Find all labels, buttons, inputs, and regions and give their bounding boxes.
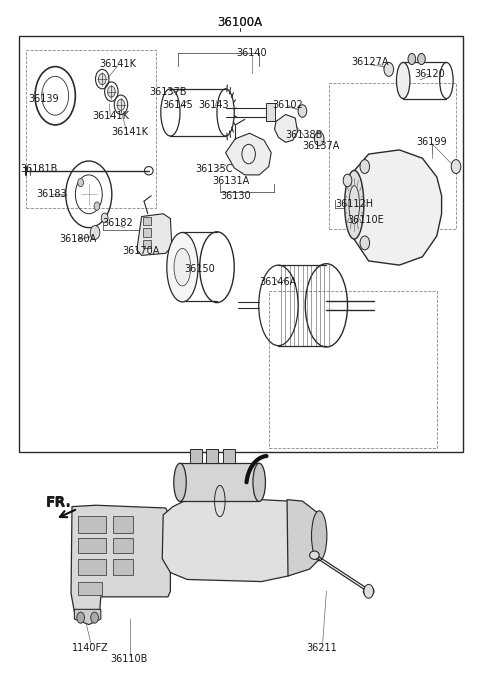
Text: 36170A: 36170A (122, 246, 159, 256)
Text: 36102: 36102 (273, 100, 303, 110)
Circle shape (364, 584, 373, 598)
Text: 36141K: 36141K (92, 111, 129, 121)
Bar (26, 50, 156, 208)
Circle shape (298, 105, 307, 117)
Text: 36180A: 36180A (60, 234, 97, 244)
Text: 36110E: 36110E (348, 215, 384, 225)
Bar (180, 463, 259, 501)
Ellipse shape (167, 232, 198, 302)
Text: 36137B: 36137B (149, 87, 187, 96)
Circle shape (91, 612, 98, 623)
Text: 36112H: 36112H (335, 199, 373, 209)
Text: 36127A: 36127A (351, 58, 388, 67)
Text: FR.: FR. (46, 496, 72, 510)
Polygon shape (71, 505, 170, 619)
Circle shape (90, 226, 100, 239)
Bar (78, 559, 106, 575)
Text: 36137A: 36137A (302, 141, 339, 151)
Circle shape (77, 612, 84, 623)
Bar (19, 36, 463, 452)
Text: 36181B: 36181B (21, 164, 58, 174)
Polygon shape (137, 214, 172, 255)
Ellipse shape (345, 171, 364, 239)
Bar (113, 559, 133, 575)
Text: 36146A: 36146A (260, 277, 297, 287)
Text: 36211: 36211 (306, 643, 337, 652)
Circle shape (314, 132, 324, 146)
Circle shape (451, 160, 461, 174)
Bar (269, 291, 437, 448)
Polygon shape (275, 115, 298, 142)
Text: 36130: 36130 (220, 192, 251, 201)
Ellipse shape (396, 62, 410, 99)
Circle shape (101, 213, 108, 223)
Text: 36100A: 36100A (217, 17, 263, 29)
Polygon shape (287, 500, 326, 576)
Text: 36110B: 36110B (110, 654, 147, 663)
Bar (143, 240, 151, 248)
Circle shape (360, 236, 370, 250)
Circle shape (78, 178, 84, 187)
Text: 36199: 36199 (417, 137, 447, 147)
Ellipse shape (310, 551, 319, 559)
Text: FR.: FR. (46, 495, 72, 509)
Bar (113, 538, 133, 553)
Bar (266, 103, 275, 121)
Bar (143, 228, 151, 237)
Bar (113, 516, 133, 533)
Text: 36182: 36182 (102, 219, 133, 228)
Text: 36141K: 36141K (111, 127, 148, 137)
Text: 36141K: 36141K (99, 59, 136, 69)
Circle shape (117, 99, 125, 110)
Circle shape (343, 174, 352, 187)
Text: 36131A: 36131A (213, 176, 250, 186)
Circle shape (408, 53, 416, 65)
Circle shape (98, 74, 106, 85)
Bar (206, 449, 218, 463)
Polygon shape (74, 609, 101, 625)
Text: 36150: 36150 (184, 264, 215, 273)
Bar (190, 449, 202, 463)
Bar (78, 582, 102, 595)
Ellipse shape (312, 511, 327, 561)
Polygon shape (226, 133, 271, 175)
Bar (78, 538, 106, 553)
Ellipse shape (253, 464, 265, 501)
Text: 1140FZ: 1140FZ (72, 643, 108, 652)
Text: 36183: 36183 (36, 189, 67, 199)
Circle shape (94, 202, 100, 210)
Circle shape (418, 53, 425, 65)
Ellipse shape (174, 248, 191, 286)
Text: 36139: 36139 (28, 94, 59, 103)
Text: 36120: 36120 (414, 69, 445, 79)
Bar (223, 449, 235, 463)
Ellipse shape (174, 464, 186, 501)
Polygon shape (162, 500, 311, 582)
Text: 36138B: 36138B (285, 130, 323, 139)
Bar (143, 217, 151, 225)
Bar (78, 516, 106, 533)
Polygon shape (354, 150, 442, 265)
Text: 36100A: 36100A (217, 17, 263, 29)
Text: 36145: 36145 (162, 100, 193, 110)
Text: 36143: 36143 (198, 100, 229, 110)
Circle shape (108, 86, 115, 97)
Bar (329, 83, 456, 229)
Circle shape (384, 62, 394, 76)
Circle shape (360, 160, 370, 174)
Text: 36135C: 36135C (195, 164, 232, 174)
Text: 36140: 36140 (237, 48, 267, 58)
